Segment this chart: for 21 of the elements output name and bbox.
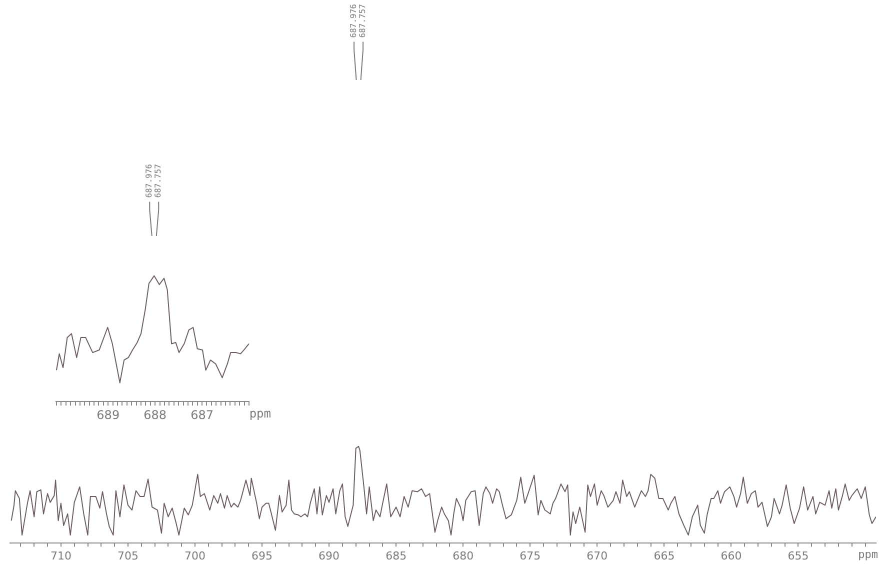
- x-axis-title: ppm: [249, 406, 271, 421]
- x-tick-label: 710: [50, 549, 72, 562]
- x-tick-label: 700: [184, 549, 206, 562]
- x-tick-label: 687: [190, 408, 214, 422]
- x-tick-label: 689: [96, 408, 120, 422]
- x-tick-label: 660: [720, 549, 742, 562]
- x-tick-label: 688: [144, 408, 167, 422]
- x-tick-label: 675: [520, 549, 541, 562]
- x-tick-label: 690: [318, 549, 340, 562]
- x-tick-label: 680: [452, 549, 474, 562]
- x-tick-label: 695: [252, 549, 273, 562]
- x-tick-label: 670: [586, 549, 608, 562]
- x-axis-title: ppm: [858, 548, 878, 562]
- text: 687.976: [144, 164, 154, 198]
- text: 687.757: [154, 164, 163, 198]
- text: 687.757: [358, 4, 368, 38]
- x-tick-label: 655: [788, 549, 809, 562]
- x-tick-label: 685: [386, 549, 407, 562]
- x-tick-label: 705: [117, 549, 138, 562]
- x-tick-label: 665: [654, 549, 675, 562]
- text: 687.976: [349, 4, 358, 38]
